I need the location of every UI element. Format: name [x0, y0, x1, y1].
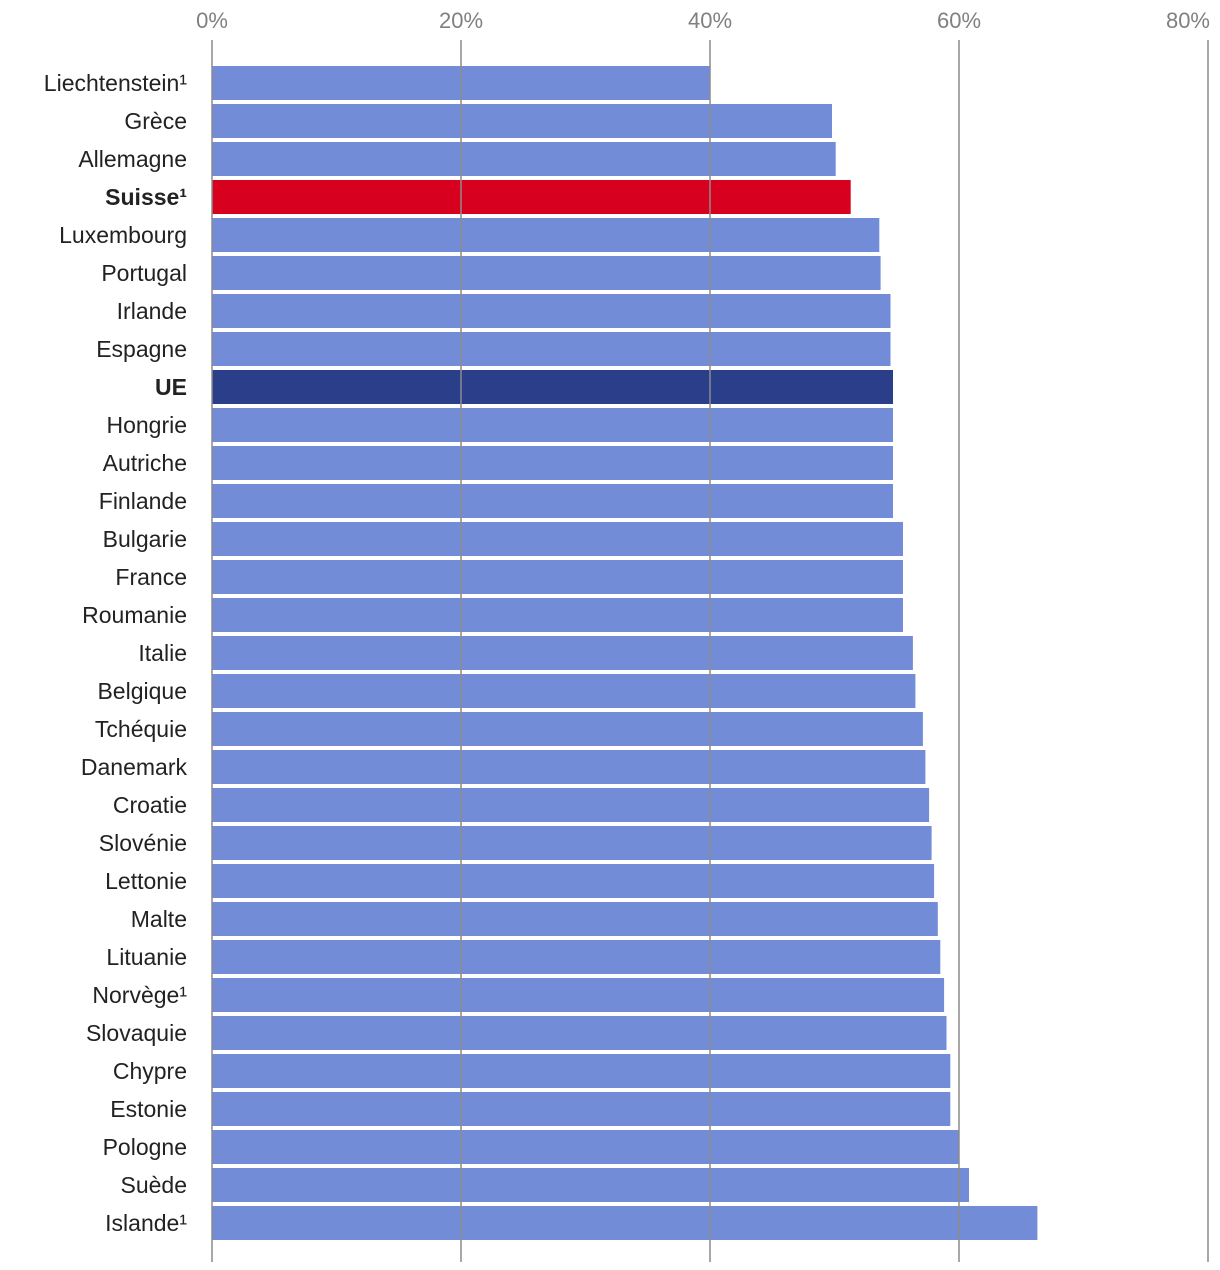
category-label-22: Malte [131, 906, 187, 932]
category-label-3: Suisse¹ [105, 184, 187, 210]
x-tick-label-1: 20% [439, 8, 483, 33]
category-label-20: Slovénie [99, 830, 187, 856]
category-label-0: Liechtenstein¹ [44, 70, 188, 96]
bar-13 [212, 560, 903, 594]
bar-16 [212, 674, 916, 708]
x-tick-label-4: 80% [1166, 8, 1210, 33]
bar-25 [212, 1016, 947, 1050]
category-label-21: Lettonie [105, 868, 187, 894]
bar-6 [212, 294, 891, 328]
category-label-28: Pologne [103, 1134, 187, 1160]
category-label-9: Hongrie [106, 412, 187, 438]
bar-4 [212, 218, 880, 252]
category-label-25: Slovaquie [86, 1020, 187, 1046]
category-label-30: Islande¹ [105, 1210, 187, 1236]
category-label-11: Finlande [99, 488, 187, 514]
bar-10 [212, 446, 893, 480]
category-label-8: UE [155, 374, 187, 400]
category-label-1: Grèce [124, 108, 187, 134]
category-label-24: Norvège¹ [92, 982, 187, 1008]
bar-8 [212, 370, 893, 404]
bar-18 [212, 750, 926, 784]
x-tick-label-0: 0% [196, 8, 228, 33]
bar-9 [212, 408, 893, 442]
bar-19 [212, 788, 930, 822]
category-label-2: Allemagne [78, 146, 187, 172]
bar-23 [212, 940, 941, 974]
bar-17 [212, 712, 923, 746]
bar-11 [212, 484, 893, 518]
category-label-17: Tchéquie [95, 716, 187, 742]
bar-28 [212, 1130, 959, 1164]
bar-12 [212, 522, 903, 556]
bar-7 [212, 332, 891, 366]
category-label-12: Bulgarie [103, 526, 187, 552]
bar-30 [212, 1206, 1038, 1240]
x-tick-label-2: 40% [688, 8, 732, 33]
category-label-5: Portugal [101, 260, 187, 286]
category-label-19: Croatie [113, 792, 187, 818]
category-label-27: Estonie [110, 1096, 187, 1122]
bar-22 [212, 902, 938, 936]
category-label-6: Irlande [117, 298, 187, 324]
category-label-23: Lituanie [106, 944, 187, 970]
category-label-26: Chypre [113, 1058, 187, 1084]
bar-3 [212, 180, 851, 214]
bar-5 [212, 256, 881, 290]
category-label-10: Autriche [103, 450, 187, 476]
x-tick-label-3: 60% [937, 8, 981, 33]
bar-1 [212, 104, 832, 138]
category-label-15: Italie [138, 640, 187, 666]
bar-20 [212, 826, 932, 860]
bar-2 [212, 142, 836, 176]
bar-27 [212, 1092, 951, 1126]
bar-14 [212, 598, 903, 632]
category-label-13: France [115, 564, 187, 590]
category-label-4: Luxembourg [59, 222, 187, 248]
bar-15 [212, 636, 913, 670]
category-label-14: Roumanie [82, 602, 187, 628]
category-label-7: Espagne [96, 336, 187, 362]
bar-26 [212, 1054, 951, 1088]
category-label-16: Belgique [97, 678, 187, 704]
bar-24 [212, 978, 945, 1012]
bar-29 [212, 1168, 969, 1202]
category-label-18: Danemark [81, 754, 188, 780]
bar-21 [212, 864, 935, 898]
category-label-29: Suède [120, 1172, 187, 1198]
